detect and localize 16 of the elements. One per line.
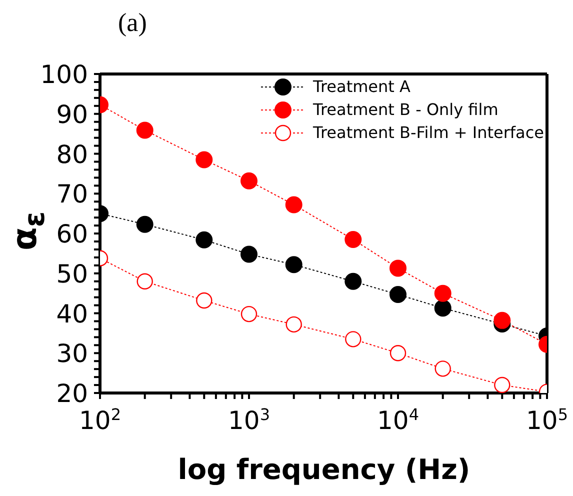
legend-label: Treatment B-Film + Interface: [313, 122, 544, 144]
x-axis-title: log frequency (Hz): [176, 453, 472, 486]
y-tick-label: 80: [56, 140, 88, 169]
x-tick-label: 10$^{3}$: [228, 404, 270, 435]
chart-title: (a): [118, 8, 147, 38]
y-tick-label: 30: [56, 339, 88, 368]
legend-label: Treatment B - Only film: [313, 99, 498, 121]
y-tick-label: 40: [56, 299, 88, 328]
y-tick-label: 90: [56, 100, 88, 129]
y-tick-label: 60: [56, 220, 88, 248]
x-tick-label: 10$^{5}$: [526, 404, 568, 435]
y-tick-label: 70: [56, 180, 88, 209]
y-tick-label: 50: [56, 259, 88, 288]
legend-label: Treatment A: [313, 76, 410, 98]
x-tick-label: 10$^{4}$: [377, 404, 419, 435]
y-tick-label: 100: [40, 60, 88, 89]
